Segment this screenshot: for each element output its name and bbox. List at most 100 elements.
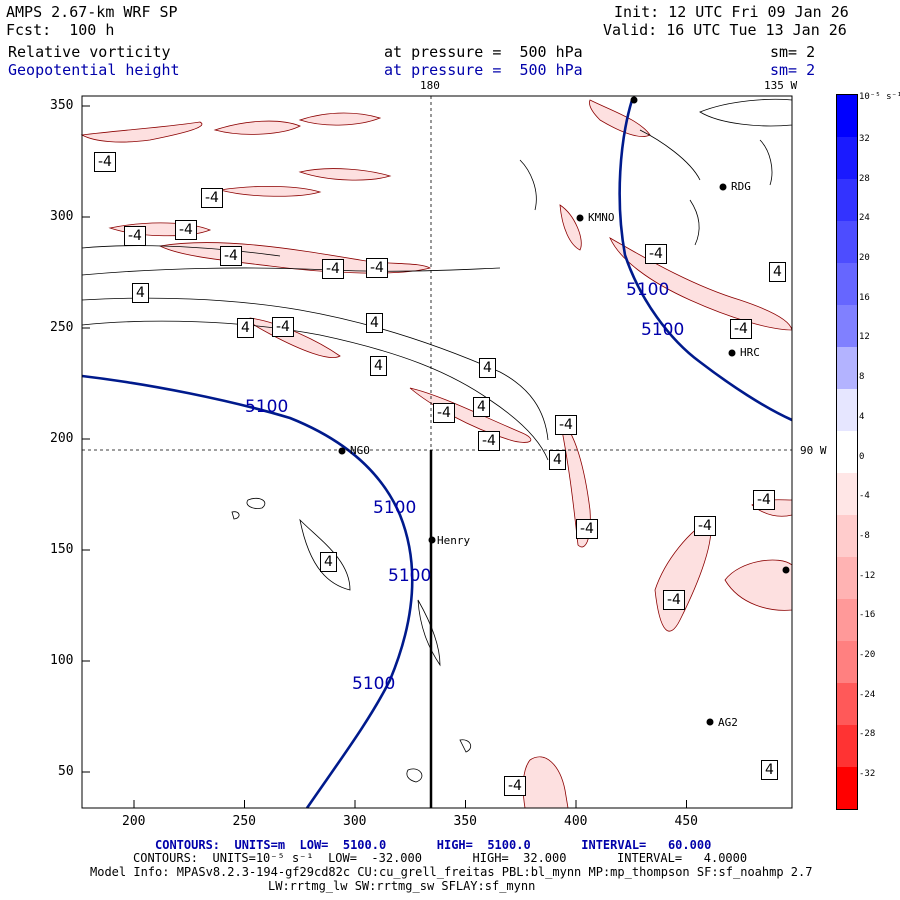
vorticity-contour-label: 4 xyxy=(473,397,490,417)
colorbar-label: -20 xyxy=(859,649,876,660)
lat-90w-label: 90 W xyxy=(800,444,827,457)
footer-model-info: Model Info: MPASv8.2.3-194-gf29cd82c CU:… xyxy=(90,865,813,879)
height-label: 5100 xyxy=(352,674,396,694)
colorbar-cell xyxy=(837,305,857,347)
field1-name: Relative vorticity xyxy=(8,43,171,61)
colorbar-cell xyxy=(837,557,857,599)
x-tick-label: 300 xyxy=(343,814,367,829)
vorticity-contour-label: -4 xyxy=(555,415,577,435)
colorbar-cell xyxy=(837,767,857,809)
station-dot-top xyxy=(630,96,638,104)
field2-smoothing: sm= 2 xyxy=(770,61,816,79)
colorbar-cell xyxy=(837,389,857,431)
station-dot-rdg xyxy=(719,183,727,191)
vorticity-contour-label: 4 xyxy=(769,262,786,282)
footer-vorticity-contours: CONTOURS: UNITS=10⁻⁵ s⁻¹ LOW= -32.000 HI… xyxy=(133,851,748,865)
colorbar-label: 0 xyxy=(859,451,865,462)
negative-vorticity-fill xyxy=(80,99,793,809)
colorbar-cell xyxy=(837,431,857,473)
vorticity-contour-label: -4 xyxy=(322,259,344,279)
station-dot-edge xyxy=(782,566,790,574)
colorbar-cell xyxy=(837,599,857,641)
x-tick-label: 400 xyxy=(564,814,588,829)
colorbar-label: -16 xyxy=(859,610,876,621)
station-label-henry: Henry xyxy=(437,534,471,547)
colorbar-cell xyxy=(837,683,857,725)
colorbar xyxy=(836,94,858,810)
height-label: 5100 xyxy=(388,566,432,586)
height-label: 5100 xyxy=(245,397,289,417)
lon-180-label: 180 xyxy=(420,79,440,92)
station-label-ag2: AG2 xyxy=(718,716,738,729)
vorticity-contour-label: 4 xyxy=(132,283,149,303)
station-dot-ag2 xyxy=(706,718,714,726)
vorticity-contour-label: -4 xyxy=(220,246,242,266)
y-tick-label: 300 xyxy=(50,209,74,224)
vorticity-contour-label: -4 xyxy=(645,244,667,264)
x-tick-label: 200 xyxy=(122,814,146,829)
field1-level: at pressure = 500 hPa xyxy=(384,43,583,61)
vorticity-contour-label: -4 xyxy=(753,490,775,510)
height-label: 5100 xyxy=(641,320,685,340)
colorbar-label: -32 xyxy=(859,769,876,779)
station-dot-kmno xyxy=(576,214,584,222)
colorbar-label: -24 xyxy=(859,689,876,700)
vorticity-contour-label: -4 xyxy=(663,590,685,610)
colorbar-label: -4 xyxy=(859,491,870,502)
x-tick-label: 250 xyxy=(232,814,256,829)
vorticity-contour-label: -4 xyxy=(366,258,388,278)
vorticity-contour-label: -4 xyxy=(694,516,716,536)
colorbar-label: 8 xyxy=(859,372,865,383)
station-label-ngo: NGO xyxy=(350,444,370,457)
height-label: 5100 xyxy=(626,280,670,300)
vorticity-contour-label: -4 xyxy=(433,403,455,423)
lon-135w-label: 135 W xyxy=(764,79,798,92)
colorbar-label: -28 xyxy=(859,729,876,740)
y-tick-label: 350 xyxy=(50,98,74,113)
station-dot-henry xyxy=(428,536,436,544)
vorticity-contour-label: -4 xyxy=(272,317,294,337)
colorbar-cell xyxy=(837,263,857,305)
colorbar-cell xyxy=(837,347,857,389)
colorbar-label: -8 xyxy=(859,530,870,541)
footer-height-contours: CONTOURS: UNITS=m LOW= 5100.0 HIGH= 5100… xyxy=(155,838,712,852)
init-time: Init: 12 UTC Fri 09 Jan 26 xyxy=(614,3,849,21)
vorticity-contour-label: -4 xyxy=(201,188,223,208)
height-contour-5100 xyxy=(81,99,793,809)
station-label-kmno: KMNO xyxy=(588,211,615,224)
footer-physics: LW:rrtmg_lw SW:rrtmg_sw SFLAY:sf_mynn xyxy=(268,879,536,893)
colorbar-label: 32 xyxy=(859,134,870,144)
vorticity-contour-label: -4 xyxy=(504,776,526,796)
vorticity-contour-label: 4 xyxy=(237,318,254,338)
y-tick-label: 50 xyxy=(58,764,74,779)
plot-frame xyxy=(81,95,793,809)
colorbar-label: 20 xyxy=(859,253,870,264)
colorbar-label: 4 xyxy=(859,411,865,422)
valid-time: Valid: 16 UTC Tue 13 Jan 26 xyxy=(603,21,847,39)
colorbar-label: 12 xyxy=(859,332,870,343)
colorbar-label: 16 xyxy=(859,292,870,303)
field2-name: Geopotential height xyxy=(8,61,180,79)
vorticity-contour-label: -4 xyxy=(124,226,146,246)
colorbar-label: 28 xyxy=(859,173,870,184)
y-tick-label: 250 xyxy=(50,320,74,335)
y-tick-label: 150 xyxy=(50,542,74,557)
colorbar-unit: 10⁻⁵ s⁻¹ xyxy=(859,92,900,102)
height-label: 5100 xyxy=(373,498,417,518)
colorbar-cell xyxy=(837,725,857,767)
forecast-hour: Fcst: 100 h xyxy=(6,21,115,39)
field1-smoothing: sm= 2 xyxy=(770,43,816,61)
station-label-rdg: RDG xyxy=(731,180,751,193)
colorbar-cell xyxy=(837,221,857,263)
station-dot-ngo xyxy=(338,447,346,455)
x-tick-label: 450 xyxy=(674,814,698,829)
vorticity-contour-label: -4 xyxy=(730,319,752,339)
station-markers xyxy=(338,96,790,726)
y-tick-label: 100 xyxy=(50,653,74,668)
colorbar-label: -12 xyxy=(859,570,876,581)
y-tick-label: 200 xyxy=(50,431,74,446)
colorbar-cell xyxy=(837,95,857,137)
vorticity-contour-label: 4 xyxy=(549,450,566,470)
station-label-hrc: HRC xyxy=(740,346,760,359)
vorticity-contour-label: 4 xyxy=(320,552,337,572)
